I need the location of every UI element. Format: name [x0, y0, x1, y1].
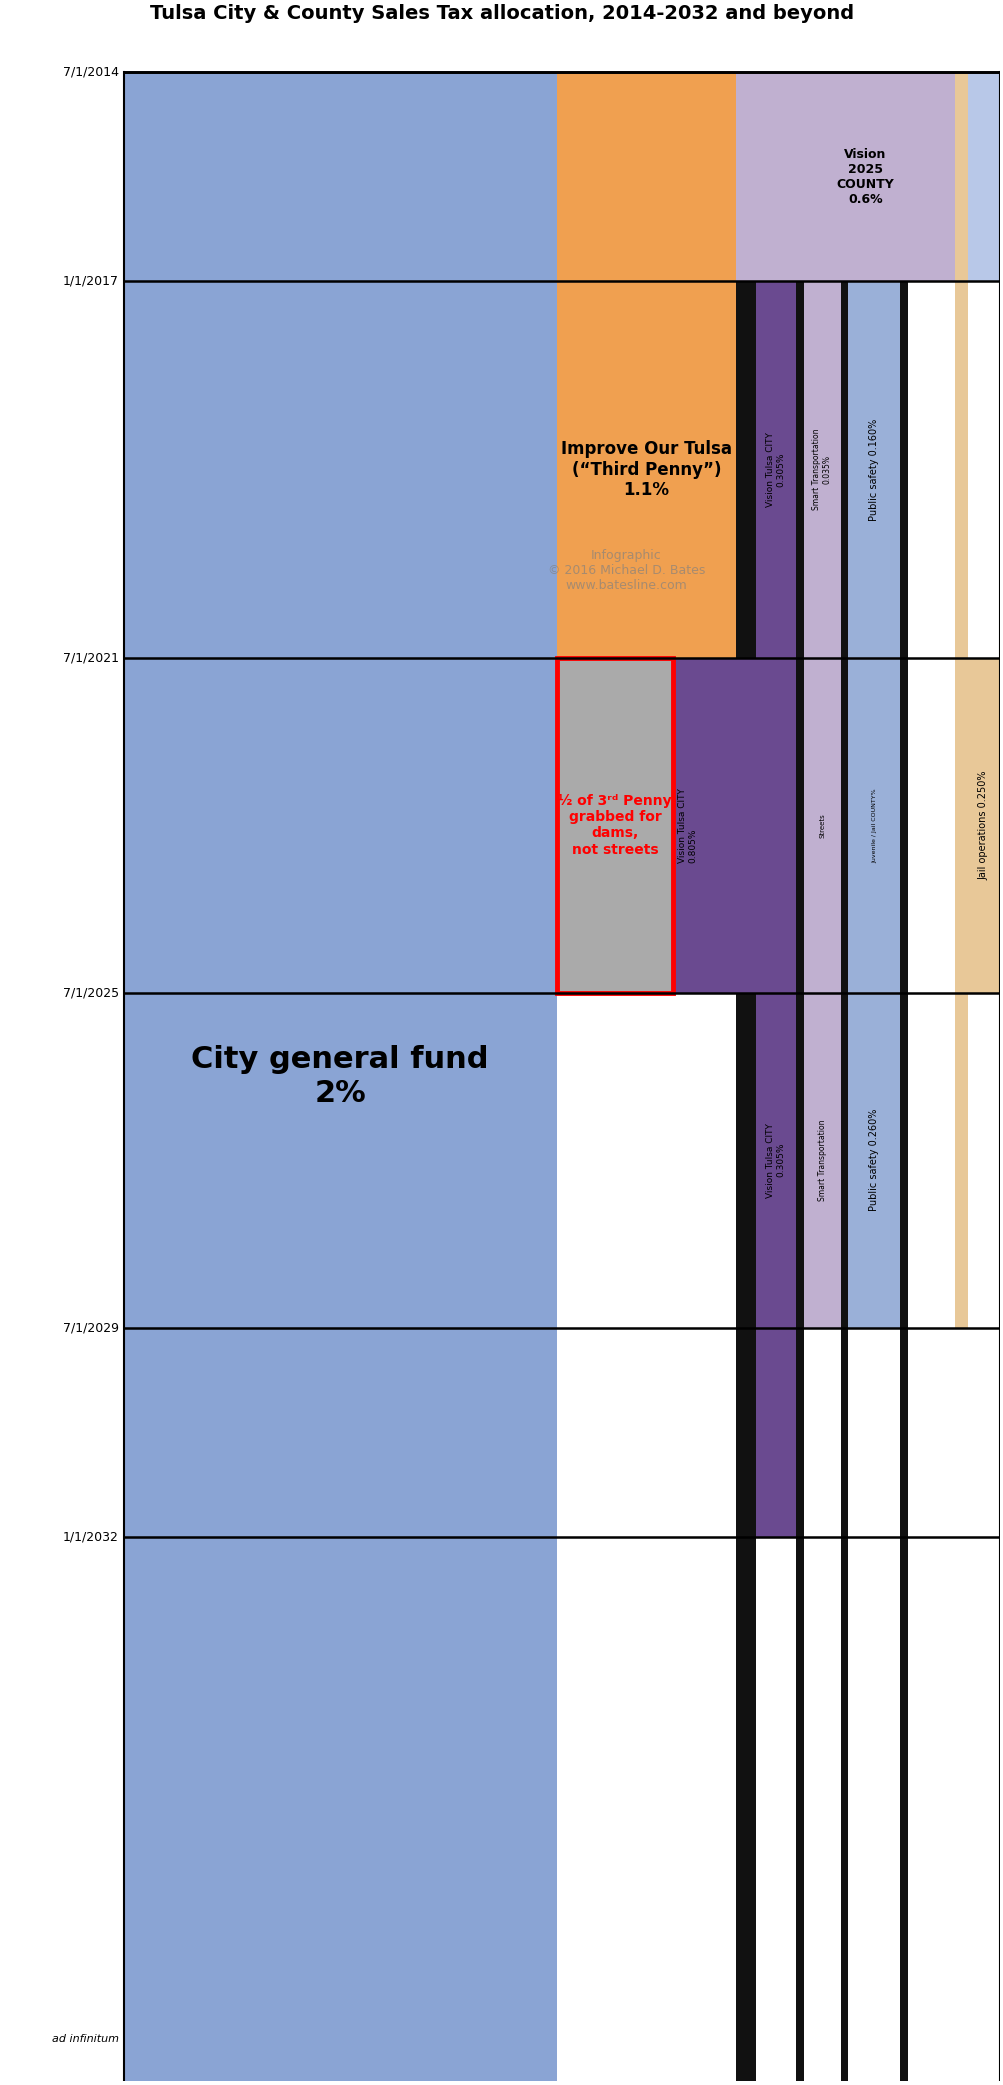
Bar: [755, 281, 795, 1537]
Bar: [967, 73, 999, 281]
Title: Tulsa City & County Sales Tax allocation, 2014-2032 and beyond: Tulsa City & County Sales Tax allocation…: [149, 4, 854, 23]
Bar: [802, 281, 840, 1328]
Bar: [967, 659, 999, 992]
Text: City general fund
2%: City general fund 2%: [192, 1045, 488, 1107]
Bar: [557, 659, 673, 992]
Text: Improve Our Tulsa
(“Third Penny”)
1.1%: Improve Our Tulsa (“Third Penny”) 1.1%: [561, 440, 731, 500]
Bar: [557, 73, 735, 659]
Text: 7/1/2029: 7/1/2029: [62, 1322, 118, 1334]
Text: Streets: Streets: [818, 813, 824, 838]
Text: ad infinitum: ad infinitum: [51, 2035, 118, 2043]
Text: Vision
2025
COUNTY
0.6%: Vision 2025 COUNTY 0.6%: [835, 148, 894, 206]
Text: Public safety 0.260%: Public safety 0.260%: [869, 1109, 879, 1211]
Bar: [123, 73, 557, 2081]
Bar: [908, 281, 954, 2081]
Bar: [848, 1328, 900, 2081]
Bar: [802, 1328, 840, 2081]
Text: Public safety 0.160%: Public safety 0.160%: [869, 419, 879, 521]
Text: 1/1/2017: 1/1/2017: [62, 275, 118, 288]
Bar: [735, 73, 954, 281]
Text: Vision Tulsa CITY
0.805%: Vision Tulsa CITY 0.805%: [678, 788, 697, 863]
Text: ½ of 3ʳᵈ Penny
grabbed for
dams,
not streets: ½ of 3ʳᵈ Penny grabbed for dams, not str…: [558, 794, 671, 857]
Bar: [967, 281, 999, 659]
Text: Jail operations 0.250%: Jail operations 0.250%: [978, 771, 988, 880]
Text: Vision Tulsa CITY
0.305%: Vision Tulsa CITY 0.305%: [765, 432, 784, 507]
Bar: [954, 281, 967, 1328]
Bar: [755, 1537, 795, 2081]
Bar: [848, 281, 900, 1328]
Text: 1/1/2032: 1/1/2032: [63, 1530, 118, 1543]
Text: 7/1/2014: 7/1/2014: [62, 65, 118, 79]
Bar: [954, 1328, 967, 2081]
Bar: [967, 992, 999, 2081]
Bar: [900, 281, 908, 2081]
Bar: [735, 281, 755, 2081]
Text: Juvenile / Jail COUNTY%: Juvenile / Jail COUNTY%: [871, 788, 876, 863]
Bar: [673, 659, 755, 992]
Text: Smart Transportation: Smart Transportation: [816, 1120, 825, 1201]
Text: Infographic
© 2016 Michael D. Bates
www.batesline.com: Infographic © 2016 Michael D. Bates www.…: [548, 548, 704, 592]
Text: 7/1/2025: 7/1/2025: [62, 986, 118, 999]
Bar: [954, 73, 967, 281]
Bar: [557, 659, 735, 2081]
Text: 7/1/2021: 7/1/2021: [62, 651, 118, 665]
Text: Vision Tulsa CITY
0.305%: Vision Tulsa CITY 0.305%: [765, 1122, 784, 1197]
Bar: [840, 281, 848, 2081]
Bar: [795, 281, 802, 2081]
Text: Smart Transportation
0.035%: Smart Transportation 0.035%: [811, 430, 830, 511]
